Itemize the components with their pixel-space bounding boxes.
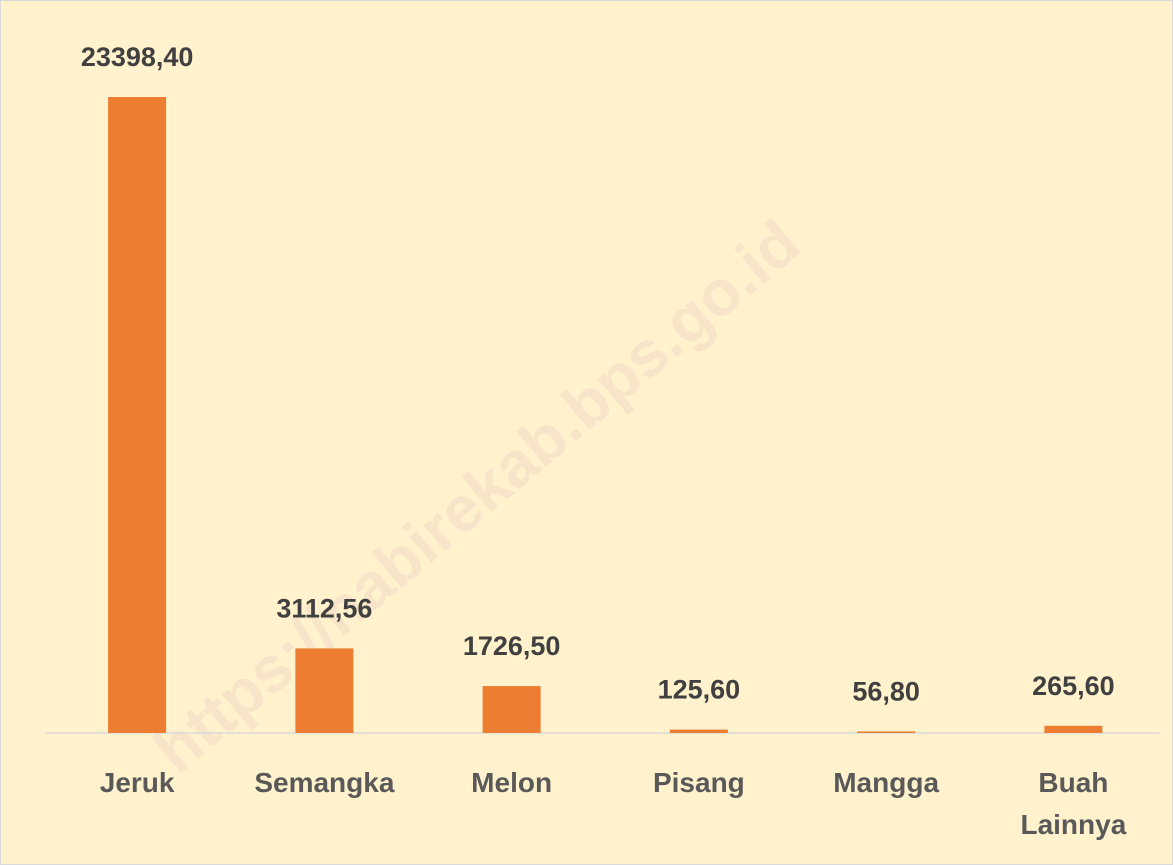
x-tick-label: Buah Lainnya	[1020, 767, 1127, 840]
bar	[669, 729, 728, 733]
data-label: 125,60	[658, 675, 741, 705]
data-label: 23398,40	[81, 42, 194, 72]
x-tick-label: Melon	[471, 767, 553, 798]
bar	[108, 97, 167, 733]
bar	[295, 648, 354, 733]
data-label: 56,80	[852, 677, 920, 707]
x-tick-label: Mangga	[833, 767, 940, 798]
x-tick-label: Semangka	[254, 767, 395, 798]
bar	[857, 731, 916, 733]
x-tick-label: Jeruk	[99, 767, 175, 798]
bar	[482, 686, 541, 733]
x-tick-label: Pisang	[652, 767, 745, 798]
data-label: 265,60	[1032, 671, 1115, 701]
data-label: 3112,56	[276, 594, 372, 624]
data-label: 1726,50	[463, 631, 561, 661]
bar	[1044, 725, 1103, 733]
